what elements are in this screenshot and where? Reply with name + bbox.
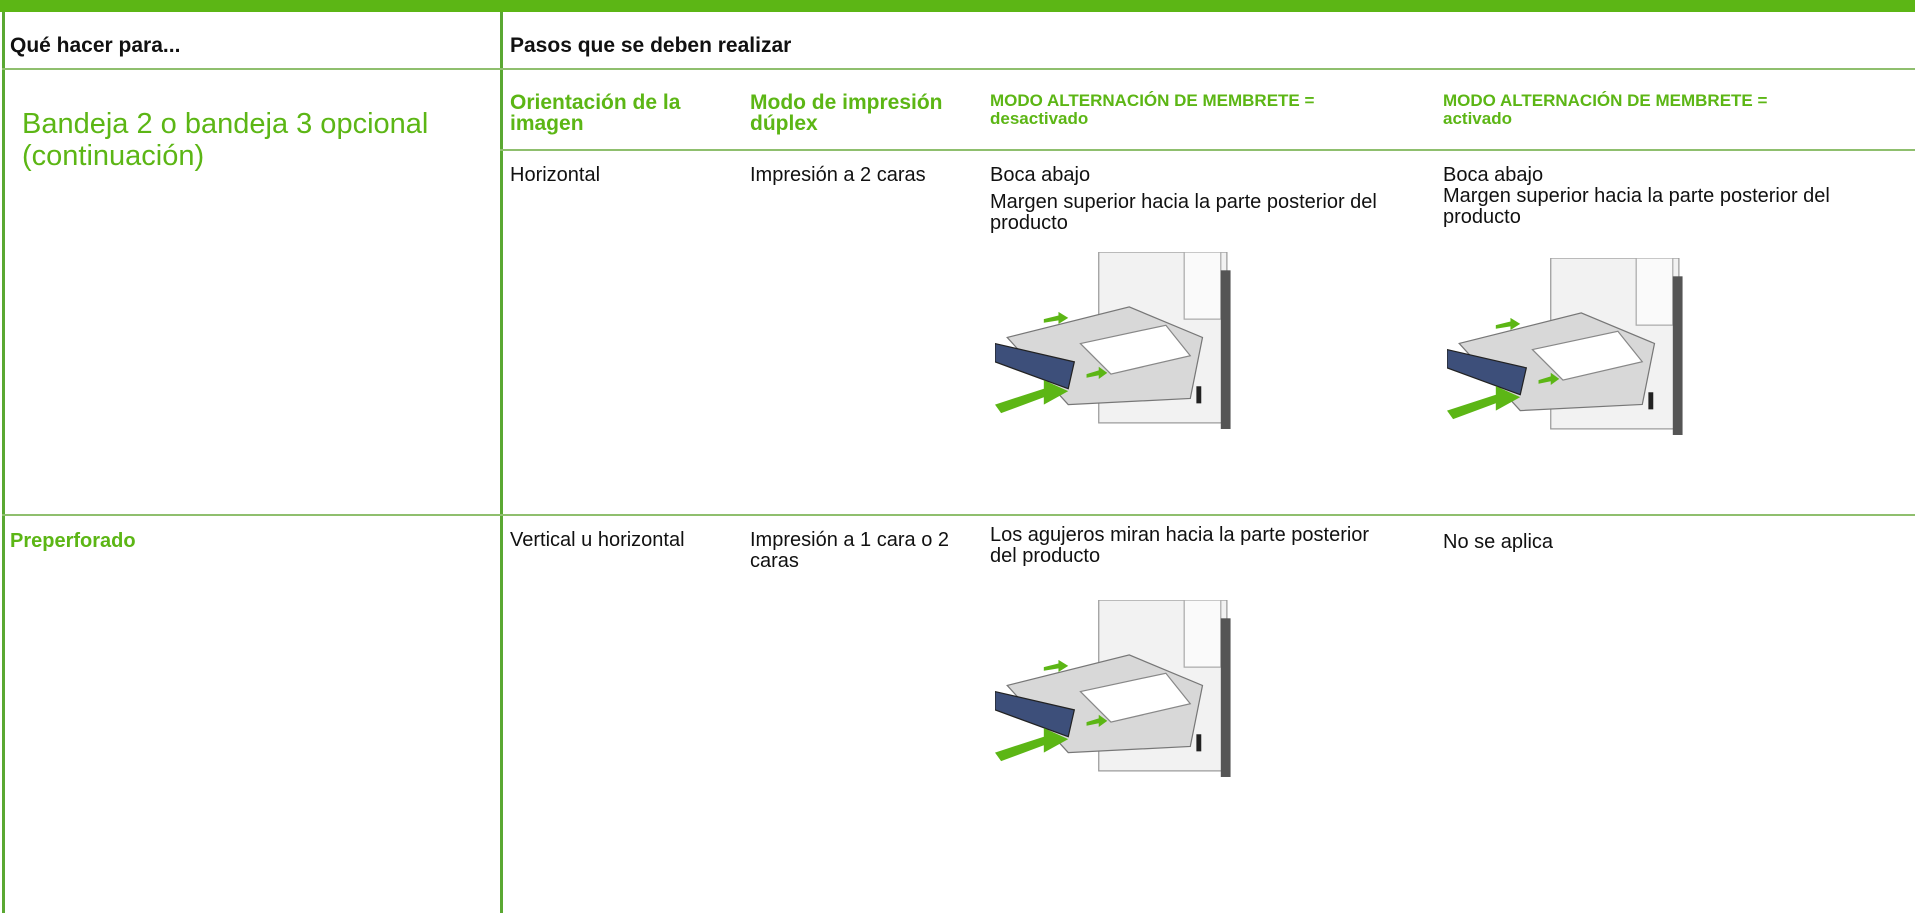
row-label: Preperforado bbox=[10, 530, 136, 552]
column-header: MODO ALTERNACIÓN DE MEMBRETE = activado bbox=[1443, 91, 1768, 128]
border bbox=[500, 12, 503, 913]
text: Boca abajo bbox=[990, 164, 1091, 186]
section-title: Bandeja 2 o bandeja 3 opcional (continua… bbox=[22, 108, 429, 172]
tray-illustration bbox=[1447, 258, 1685, 435]
column-header: MODO ALTERNACIÓN DE MEMBRETE = desactiva… bbox=[990, 91, 1315, 128]
cell: Boca abajo Margen superior hacia la part… bbox=[990, 165, 1430, 240]
text: Margen superior hacia la parte posterior… bbox=[1443, 185, 1830, 228]
cell: Horizontal bbox=[510, 164, 601, 186]
header-cell: Pasos que se deben realizar bbox=[510, 34, 792, 57]
tray-illustration bbox=[995, 600, 1233, 777]
cell: No se aplica bbox=[1443, 531, 1554, 553]
column-header: Modo de impresión dúplex bbox=[750, 91, 943, 135]
cell: Impresión a 1 cara o 2 caras bbox=[750, 529, 949, 572]
text: Margen superior hacia la parte posterior… bbox=[990, 191, 1377, 234]
row-line bbox=[2, 68, 1915, 70]
tray-illustration bbox=[995, 252, 1233, 429]
cell: Vertical u horizontal bbox=[510, 529, 685, 551]
row-line bbox=[2, 514, 1915, 516]
border bbox=[2, 12, 5, 913]
column-header: Orientación de la imagen bbox=[510, 91, 681, 135]
top-bar bbox=[0, 0, 1915, 12]
row-line bbox=[500, 149, 1915, 151]
cell: Los agujeros miran hacia la parte poster… bbox=[990, 524, 1370, 567]
header-cell: Qué hacer para... bbox=[10, 34, 181, 57]
text: Boca abajo bbox=[1443, 164, 1544, 186]
cell: Impresión a 2 caras bbox=[750, 164, 926, 186]
cell: Boca abajo Margen superior hacia la part… bbox=[1443, 165, 1913, 234]
